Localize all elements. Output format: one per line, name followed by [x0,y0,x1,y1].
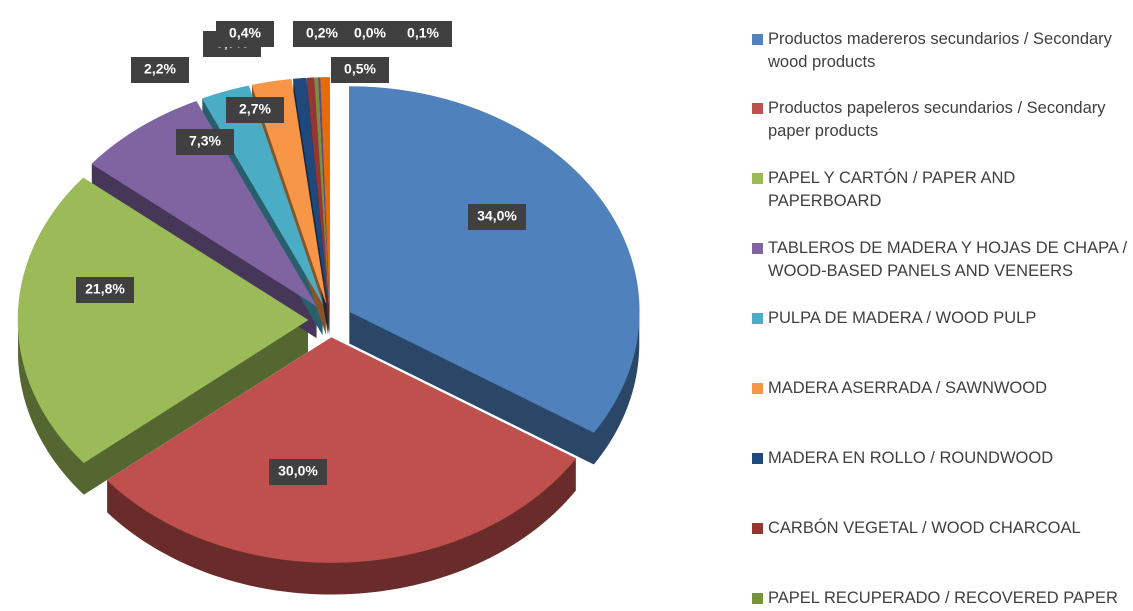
slice [106,337,577,563]
value-label: 0,5% [344,61,376,77]
legend-label: Productos madereros secundarios / Second… [768,30,1112,71]
legend-label: PAPEL Y CARTÓN / PAPER AND PAPERBOARD [768,169,1016,210]
legend-item: TABLEROS DE MADERA Y HOJAS DE CHAPA / WO… [752,237,1128,283]
label-box [341,21,399,47]
label-box [176,129,234,155]
value-label: 34,0% [477,208,517,224]
label-box [269,459,327,485]
legend-swatch [752,593,763,604]
value-label: 21,8% [85,281,125,297]
legend-swatch [752,34,763,45]
legend-swatch [752,173,763,184]
value-label: 7,3% [189,133,221,149]
legend-item: Productos papeleros secundarios / Second… [752,97,1128,143]
legend-label: PULPA DE MADERA / WOOD PULP [768,309,1037,327]
label-box [226,97,284,123]
value-label: 2,2% [144,61,176,77]
legend-item: PAPEL Y CARTÓN / PAPER AND PAPERBOARD [752,167,1128,213]
legend-swatch [752,103,763,114]
legend-item: CARBÓN VEGETAL / WOOD CHARCOAL [752,517,1128,540]
legend-swatch [752,383,763,394]
legend-label: TABLEROS DE MADERA Y HOJAS DE CHAPA / WO… [768,239,1128,280]
label-box [131,57,189,83]
legend-label: MADERA ASERRADA / SAWNWOOD [768,379,1048,397]
value-label: 0,0% [354,25,386,41]
value-label: 0,2% [306,25,338,41]
slice [292,77,329,303]
legend-label: PAPEL RECUPERADO / RECOVERED PAPER [768,589,1118,607]
legend-swatch [752,453,763,464]
legend-item: PAPEL RECUPERADO / RECOVERED PAPER [752,587,1128,610]
legend-swatch [752,523,763,534]
value-label: 0,1% [407,25,439,41]
slice [91,101,317,307]
legend-label: MADERA EN ROLLO / ROUNDWOOD [768,449,1054,467]
slice [251,79,327,303]
label-box [331,57,389,83]
legend-item: Productos madereros secundarios / Second… [752,28,1128,74]
value-label: 2,7% [239,101,271,117]
legend-swatch [752,243,763,254]
slice-tops [17,77,640,563]
slice [17,177,309,464]
legend-swatch [752,313,763,324]
legend-item: MADERA ASERRADA / SAWNWOOD [752,377,1128,400]
value-label: 30,0% [278,463,318,479]
value-label: 0,4% [229,25,261,41]
label-box [216,21,274,47]
legend-item: PULPA DE MADERA / WOOD PULP [752,307,1128,330]
label-box [468,204,526,230]
slice [320,77,330,303]
legend-item: MADERA EN ROLLO / ROUNDWOOD [752,447,1128,470]
legend-label: CARBÓN VEGETAL / WOOD CHARCOAL [768,519,1081,537]
label-box [394,21,452,47]
chart: 34,0%30,0%21,8%7,3%2,7%2,2%0,7%0,4%0,2%0… [17,21,640,595]
legend-label: Productos papeleros secundarios / Second… [768,99,1106,140]
slice [306,77,329,303]
slice [349,86,640,433]
slice [318,77,330,303]
label-box [76,277,134,303]
